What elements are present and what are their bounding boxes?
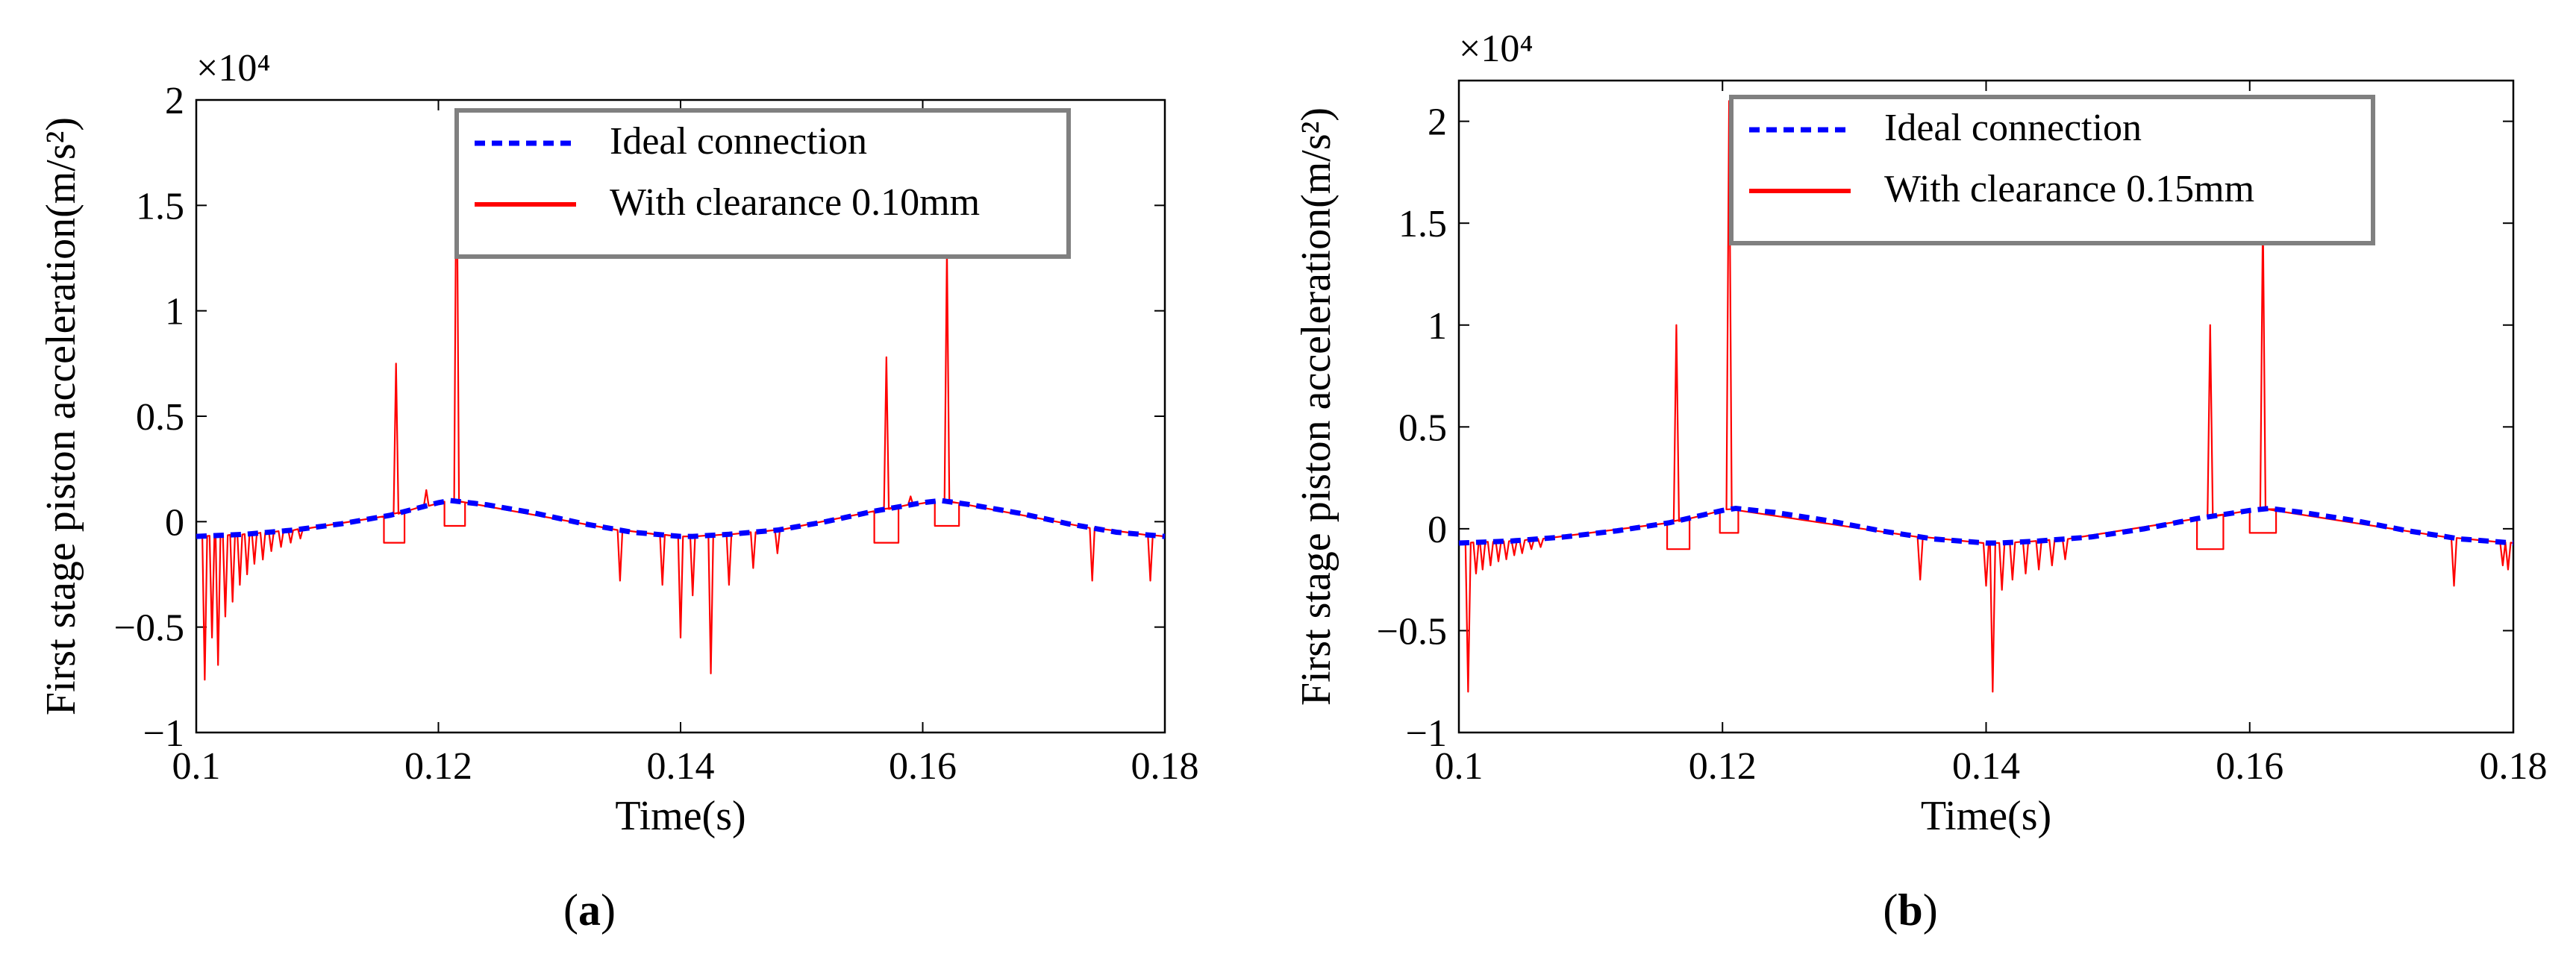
x-tick-label: 0.16 [889, 745, 957, 788]
y-tick-label: 0 [165, 501, 184, 544]
ideal-series-line [1458, 506, 2514, 546]
x-tick-label: 0.1 [1435, 745, 1484, 788]
panel-label: (a) [563, 885, 616, 935]
legend: Ideal connection With clearance 0.10mm [454, 108, 1071, 259]
y-tick-label: −0.5 [114, 607, 184, 650]
y-multiplier: ×10⁴ [196, 47, 270, 90]
x-tick-label: 0.16 [2216, 745, 2283, 788]
y-tick-label: 1 [1428, 305, 1447, 348]
chart-panel-b: 0.1 0.12 0.14 0.16 0.18 −1 −0.5 0 0.5 1 1.5 2 ×10⁴ Ti… [1293, 28, 2548, 935]
y-tick-label: 0 [1428, 509, 1447, 551]
x-axis-label: Time(s) [615, 793, 745, 839]
x-tick-label: 0.18 [2480, 745, 2548, 788]
x-tick-label: 0.14 [647, 745, 715, 788]
x-axis-label: Time(s) [1921, 793, 2051, 839]
panel-letter: b [1898, 885, 1922, 935]
legend-label-ideal: Ideal connection [610, 120, 867, 163]
ideal-series-line [196, 498, 1166, 539]
legend-label-clearance: With clearance 0.10mm [610, 181, 980, 224]
legend-box [454, 108, 1071, 259]
x-tick-label: 0.18 [1131, 745, 1199, 788]
legend: Ideal connection With clearance 0.15mm [1729, 95, 2375, 245]
legend-label-clearance: With clearance 0.15mm [1884, 168, 2254, 210]
y-multiplier: ×10⁴ [1459, 28, 1533, 70]
y-tick-label: −0.5 [1377, 610, 1447, 653]
legend-label-ideal: Ideal connection [1884, 107, 2142, 149]
y-tick-label: 1 [165, 291, 184, 333]
chart-panel-a: 0.1 0.12 0.14 0.16 0.18 −1 −0.5 0 0.5 1 1.5 2 ×10⁴ Ti… [38, 47, 1199, 935]
clearance-series-line [196, 120, 1166, 681]
x-tick-label: 0.12 [404, 745, 472, 788]
y-tick-label: 2 [165, 80, 184, 122]
x-tick-label: 0.12 [1689, 745, 1757, 788]
y-tick-label: −1 [143, 712, 184, 755]
panel-letter: a [578, 885, 601, 935]
y-tick-label: 0.5 [1398, 407, 1447, 449]
x-tick-label: 0.1 [172, 745, 221, 788]
y-tick-label: −1 [1406, 712, 1447, 755]
y-tick-label: 1.5 [136, 185, 184, 228]
legend-box [1729, 95, 2375, 245]
y-axis-label: First stage piston acceleration(m/s²) [38, 117, 84, 715]
panel-label: (b) [1883, 885, 1937, 935]
x-tick-label: 0.14 [1952, 745, 2020, 788]
y-tick-label: 0.5 [136, 396, 184, 439]
y-tick-label: 2 [1428, 101, 1447, 144]
y-tick-label: 1.5 [1398, 203, 1447, 245]
y-axis-label: First stage piston acceleration(m/s²) [1293, 107, 1339, 706]
